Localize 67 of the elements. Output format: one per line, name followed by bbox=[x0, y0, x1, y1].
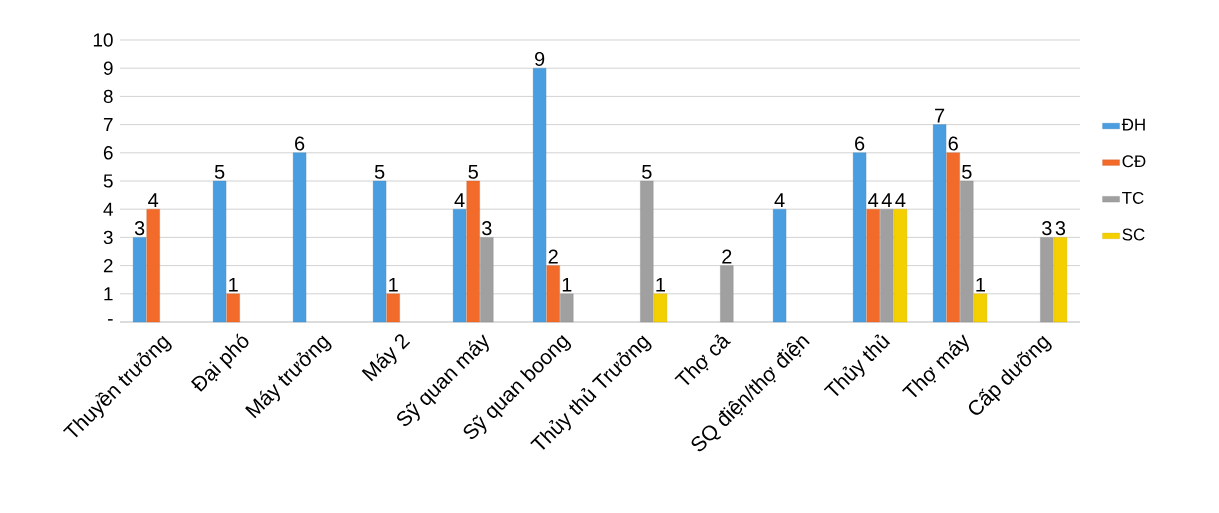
y-tick-label: 6 bbox=[103, 146, 113, 160]
data-label: 6 bbox=[948, 136, 958, 151]
bar bbox=[386, 293, 400, 323]
legend-label: SC bbox=[1122, 228, 1145, 241]
data-label: 3 bbox=[482, 221, 492, 236]
bar bbox=[546, 265, 560, 323]
data-label: 2 bbox=[722, 249, 732, 264]
y-tick-label: 2 bbox=[103, 258, 113, 273]
data-label: 3 bbox=[134, 221, 145, 236]
data-label: 4 bbox=[881, 193, 892, 207]
y-tick-label: 7 bbox=[103, 118, 113, 132]
data-label: 2 bbox=[548, 249, 558, 264]
data-label: 1 bbox=[976, 277, 985, 292]
data-label: 5 bbox=[374, 164, 385, 179]
data-label: 6 bbox=[295, 136, 305, 151]
bar bbox=[212, 180, 227, 323]
bar bbox=[960, 180, 974, 323]
bar bbox=[132, 237, 147, 323]
bar bbox=[146, 209, 160, 323]
bar bbox=[933, 124, 947, 323]
bar bbox=[372, 180, 387, 323]
data-label: 6 bbox=[855, 136, 865, 151]
bar bbox=[532, 68, 547, 323]
data-label: 3 bbox=[1055, 221, 1066, 236]
y-tick-label: 8 bbox=[103, 89, 113, 104]
data-label: 1 bbox=[562, 277, 572, 292]
data-label: 1 bbox=[389, 277, 398, 292]
data-label: 5 bbox=[642, 164, 652, 179]
x-tick-label: Máy 2 bbox=[361, 334, 411, 382]
data-label: 5 bbox=[214, 164, 225, 179]
bar bbox=[292, 152, 307, 323]
legend-label: ĐH bbox=[1121, 118, 1145, 131]
data-label: 1 bbox=[656, 277, 665, 292]
bar bbox=[466, 180, 480, 323]
y-tick-label: 5 bbox=[103, 174, 113, 188]
data-label: 5 bbox=[962, 164, 972, 179]
bar bbox=[946, 152, 960, 323]
x-tick-label: Thợ máy bbox=[902, 334, 969, 398]
data-label: 4 bbox=[774, 193, 785, 207]
legend-label: TC bbox=[1122, 191, 1144, 204]
bar bbox=[226, 293, 240, 323]
data-label: 1 bbox=[229, 277, 238, 292]
bar bbox=[880, 209, 894, 323]
bar bbox=[973, 293, 988, 323]
legend-label: CĐ bbox=[1122, 155, 1146, 168]
y-tick-label: 9 bbox=[103, 61, 113, 75]
bar bbox=[1053, 237, 1068, 323]
data-label: 3 bbox=[1042, 221, 1052, 236]
y-tick-label: - bbox=[108, 319, 113, 321]
data-label: 4 bbox=[454, 193, 465, 207]
bar bbox=[866, 209, 880, 323]
data-label: 9 bbox=[535, 51, 545, 66]
data-label: 4 bbox=[895, 193, 906, 207]
y-tick-label: 4 bbox=[103, 202, 113, 216]
bar bbox=[653, 293, 668, 323]
data-label: 4 bbox=[868, 193, 879, 207]
bar bbox=[773, 209, 787, 323]
bar bbox=[893, 209, 908, 323]
y-tick-label: 10 bbox=[93, 33, 113, 47]
data-label: 5 bbox=[468, 164, 478, 179]
y-tick-label: 1 bbox=[104, 287, 113, 301]
x-tick-label: Thợ cả bbox=[674, 334, 731, 386]
data-label: 4 bbox=[148, 193, 159, 207]
data-label: 7 bbox=[935, 108, 945, 123]
bar bbox=[452, 209, 467, 323]
bar bbox=[853, 152, 867, 323]
y-tick-label: 3 bbox=[103, 230, 113, 245]
